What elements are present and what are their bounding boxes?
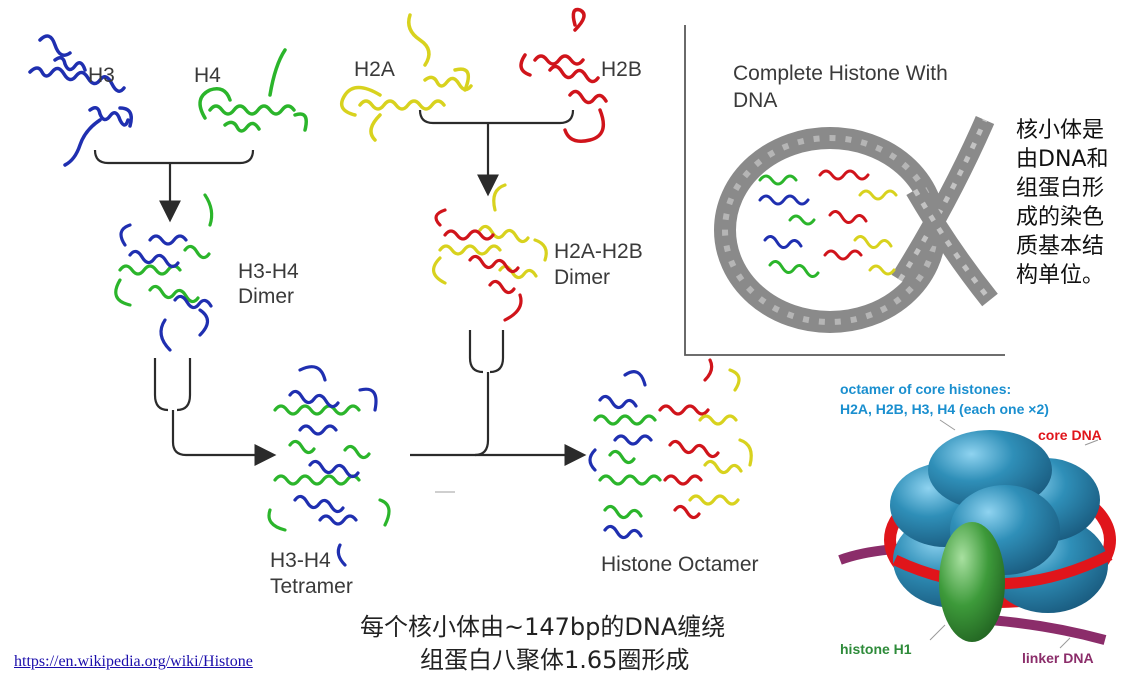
h2b-label: H2B: [601, 58, 642, 81]
h3-h4-dimer-label-2: Dimer: [238, 285, 294, 308]
core-dna-label: core DNA: [1038, 427, 1102, 443]
octamer-label-line-2: H2A, H2B, H3, H4 (each one ×2): [840, 401, 1049, 417]
chinese-note-line-1: 核小体是: [1016, 118, 1105, 143]
h2a-label: H2A: [354, 58, 395, 81]
h3-h4-tetramer-label-2: Tetramer: [270, 575, 353, 598]
h3-h4-tetramer: [267, 365, 391, 567]
caption-line-1: 每个核小体由~147bp的DNA缠绕: [360, 613, 726, 641]
h2a-h2b-dimer-label-2: Dimer: [554, 266, 610, 289]
complete-histone-label-2: DNA: [733, 89, 778, 112]
assembly-arrows: [93, 109, 587, 466]
h2b-protein: [519, 7, 608, 143]
wikipedia-link[interactable]: https://en.wikipedia.org/wiki/Histone: [14, 653, 253, 670]
h3-h4-dimer: [114, 193, 214, 352]
h4-label: H4: [194, 64, 221, 87]
chinese-note-line-4: 成的染色: [1016, 205, 1105, 230]
h3-h4-tetramer-label-1: H3-H4: [270, 549, 331, 572]
h2a-h2b-dimer-label-1: H2A-H2B: [554, 240, 643, 263]
histone-octamer: [588, 358, 753, 540]
chinese-note: 核小体是 由DNA和 组蛋白形 成的染色 质基本结 构单位。: [1016, 116, 1108, 290]
histone-h1-label: histone H1: [840, 641, 912, 657]
nucleosome-model: [838, 419, 1116, 649]
h3-protein: [28, 34, 133, 167]
linker-dna-label: linker DNA: [1022, 650, 1094, 666]
h2a-h2b-dimer: [432, 183, 548, 322]
complete-histone-frame: [684, 25, 1005, 356]
caption-line-2: 组蛋白八聚体1.65圈形成: [420, 646, 690, 674]
h4-protein: [198, 48, 308, 133]
h3-h4-dimer-label-1: H3-H4: [238, 260, 299, 283]
h3-label: H3: [88, 64, 115, 87]
chinese-note-line-5: 质基本结: [1016, 234, 1105, 259]
chinese-note-line-2: 由DNA和: [1016, 147, 1109, 172]
chinese-note-line-6: 构单位。: [1016, 263, 1105, 288]
chinese-note-line-3: 组蛋白形: [1016, 176, 1105, 201]
octamer-label-line-1: octamer of core histones:: [840, 381, 1012, 397]
complete-histone-dna: [714, 115, 998, 333]
h2a-protein: [339, 13, 473, 142]
complete-histone-label-1: Complete Histone With: [733, 62, 948, 85]
histone-octamer-label: Histone Octamer: [601, 553, 759, 576]
